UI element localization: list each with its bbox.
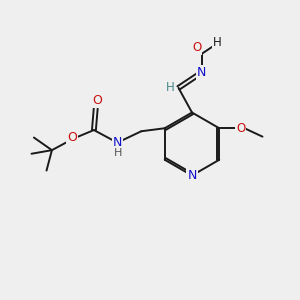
Text: H: H — [166, 81, 175, 94]
Text: N: N — [112, 136, 122, 148]
Text: O: O — [236, 122, 245, 135]
Text: H: H — [114, 148, 122, 158]
Text: O: O — [192, 41, 201, 54]
Text: H: H — [213, 36, 222, 49]
Text: N: N — [197, 66, 207, 79]
Text: O: O — [92, 94, 102, 106]
Text: N: N — [187, 169, 197, 182]
Text: O: O — [68, 131, 77, 144]
